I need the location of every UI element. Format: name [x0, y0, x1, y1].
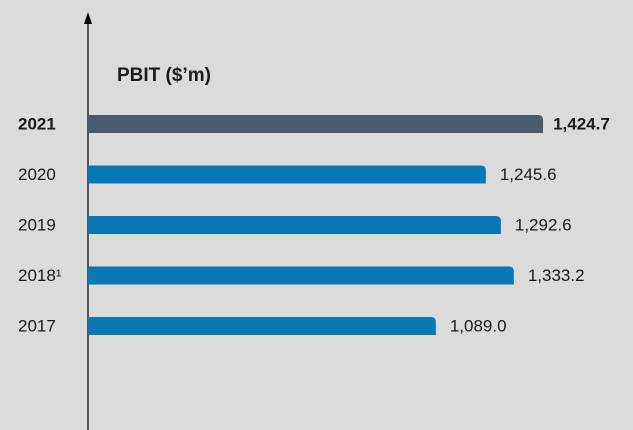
category-label: 2020	[18, 165, 56, 184]
category-label: 2018¹	[18, 266, 62, 285]
value-label: 1,424.7	[553, 114, 610, 133]
value-label: 1,333.2	[528, 266, 585, 285]
chart-title: PBIT ($’m)	[117, 65, 211, 86]
bar	[88, 216, 501, 234]
value-label: 1,089.0	[450, 316, 507, 335]
category-label: 2021	[18, 114, 56, 133]
value-label: 1,245.6	[500, 165, 557, 184]
category-label: 2019	[18, 215, 56, 234]
bar	[88, 317, 436, 335]
category-label: 2017	[18, 316, 56, 335]
bar	[88, 115, 544, 133]
value-label: 1,292.6	[515, 215, 572, 234]
bar	[88, 266, 514, 285]
axis-arrow	[84, 12, 92, 24]
bar	[88, 165, 486, 184]
